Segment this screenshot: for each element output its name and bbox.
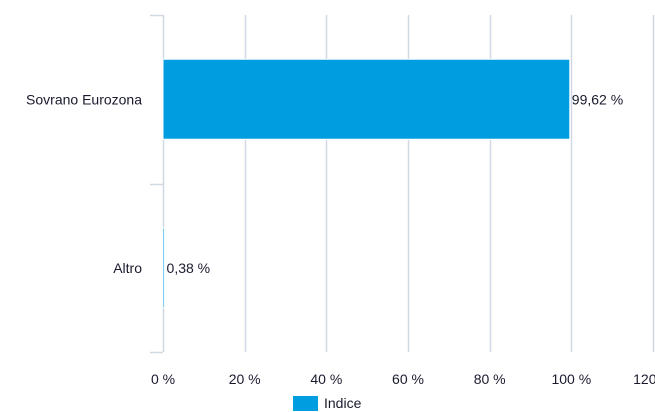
bar — [162, 227, 166, 309]
category-label: Sovrano Eurozona — [26, 91, 142, 107]
x-tick-label: 40 % — [310, 371, 342, 387]
x-tick-label: 80 % — [474, 371, 506, 387]
data-label: 0,38 % — [167, 260, 211, 276]
x-tick-label: 0 % — [151, 371, 175, 387]
x-tick-label: 60 % — [392, 371, 424, 387]
legend: Indice — [293, 394, 361, 412]
x-tick-label: 120 % — [633, 371, 655, 387]
bar — [162, 58, 571, 140]
data-label: 99,62 % — [572, 91, 623, 107]
category-label: Altro — [113, 260, 142, 276]
legend-label-indice: Indice — [324, 395, 362, 411]
x-tick-label: 100 % — [551, 371, 591, 387]
legend-swatch-indice — [293, 395, 318, 411]
x-tick-label: 20 % — [229, 371, 261, 387]
